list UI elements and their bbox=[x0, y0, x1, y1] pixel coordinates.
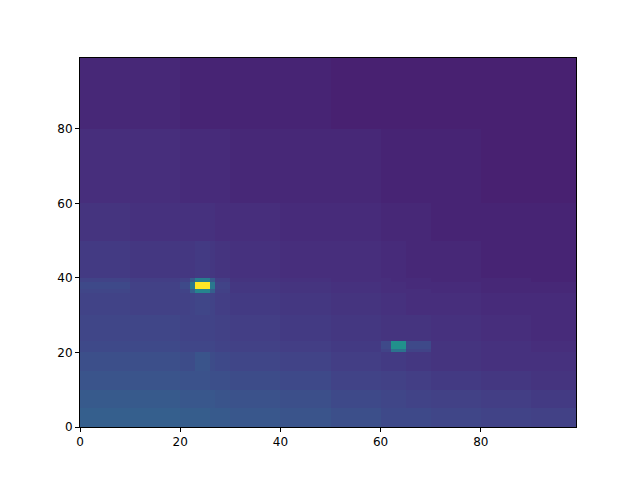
svg-text:0: 0 bbox=[65, 420, 73, 434]
svg-text:40: 40 bbox=[273, 435, 288, 449]
svg-text:80: 80 bbox=[473, 435, 488, 449]
svg-text:20: 20 bbox=[57, 346, 72, 360]
svg-text:0: 0 bbox=[76, 435, 84, 449]
svg-text:20: 20 bbox=[173, 435, 188, 449]
svg-text:60: 60 bbox=[57, 197, 72, 211]
svg-text:40: 40 bbox=[57, 271, 72, 285]
svg-text:80: 80 bbox=[57, 122, 72, 136]
svg-text:60: 60 bbox=[373, 435, 388, 449]
